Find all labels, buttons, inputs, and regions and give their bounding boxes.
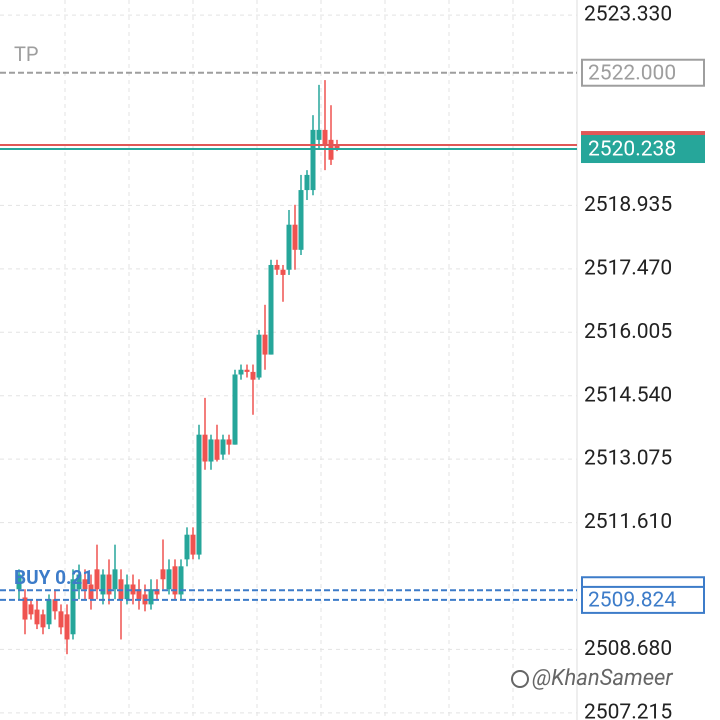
- y-tick-label: 2511.610: [584, 510, 672, 534]
- price-tag: [581, 58, 705, 87]
- candle-body: [22, 597, 28, 620]
- candle-body: [268, 264, 274, 355]
- candle-body: [76, 574, 82, 590]
- order-label: BUY 0.21: [14, 566, 93, 589]
- candle-body: [82, 579, 88, 590]
- candle-body: [208, 439, 214, 462]
- candle-body: [28, 604, 34, 615]
- candle-body: [88, 584, 94, 600]
- candle-body: [220, 439, 226, 455]
- candle-body: [286, 224, 292, 270]
- candle-body: [298, 190, 304, 250]
- candle-body: [280, 269, 286, 275]
- candle-body: [160, 569, 166, 580]
- candle-body: [94, 569, 100, 590]
- candle-body: [304, 174, 310, 191]
- candle-body: [310, 129, 316, 191]
- candle-body: [154, 589, 160, 595]
- candle-body: [256, 334, 262, 378]
- candle-body: [232, 374, 238, 445]
- price-tag: [581, 585, 705, 614]
- watermark-icon: [511, 670, 529, 688]
- candle-body: [148, 589, 154, 605]
- candle-body: [196, 434, 202, 555]
- candle-body: [226, 439, 232, 445]
- candle-body: [46, 599, 52, 625]
- candle-body: [124, 584, 130, 600]
- candle-body: [184, 534, 190, 560]
- y-tick-label: 2514.540: [584, 383, 672, 407]
- price-tag-label: 2520.238: [588, 138, 676, 162]
- candle-body: [202, 434, 208, 462]
- candle-body: [40, 614, 46, 628]
- candle-body: [130, 584, 136, 595]
- candle-body: [166, 569, 172, 590]
- candle-body: [292, 224, 298, 250]
- candle-body: [334, 145, 340, 150]
- candle-body: [322, 129, 328, 146]
- y-tick-label: 2516.005: [584, 320, 672, 344]
- y-tick-label: 2517.470: [584, 256, 672, 280]
- candle-body: [58, 611, 64, 628]
- candle-body: [316, 129, 322, 140]
- candle-body: [100, 574, 106, 595]
- candle-body: [238, 369, 244, 375]
- candle-body: [34, 609, 40, 625]
- candle-body: [64, 614, 70, 640]
- price-tag-label: 2509.824: [588, 588, 676, 612]
- candle-body: [172, 566, 178, 595]
- price-tag: [581, 135, 705, 164]
- y-tick-label: 2523.330: [584, 3, 672, 27]
- y-tick-label: 2513.075: [584, 447, 672, 471]
- candle-body: [112, 569, 118, 590]
- candle-body: [136, 589, 142, 600]
- y-tick-label: 2507.215: [584, 700, 672, 720]
- candle-body: [190, 534, 196, 555]
- candle-body: [262, 334, 268, 355]
- y-tick-label: 2508.680: [584, 637, 672, 661]
- candle-body: [274, 264, 280, 270]
- candle-body: [178, 566, 184, 595]
- candle-body: [106, 574, 112, 595]
- y-tick-label: 2518.935: [584, 193, 672, 217]
- price-tag-label: 2522.000: [588, 61, 676, 85]
- candle-body: [70, 579, 76, 635]
- vertical-grid: [64, 0, 514, 720]
- candle-body: [16, 574, 22, 590]
- candle-body: [214, 439, 220, 460]
- price-line-name: TP: [14, 42, 39, 66]
- candle-body: [244, 369, 250, 372]
- watermark: @KhanSameer: [532, 666, 673, 691]
- candle-body: [250, 371, 256, 380]
- candle-body: [52, 599, 58, 612]
